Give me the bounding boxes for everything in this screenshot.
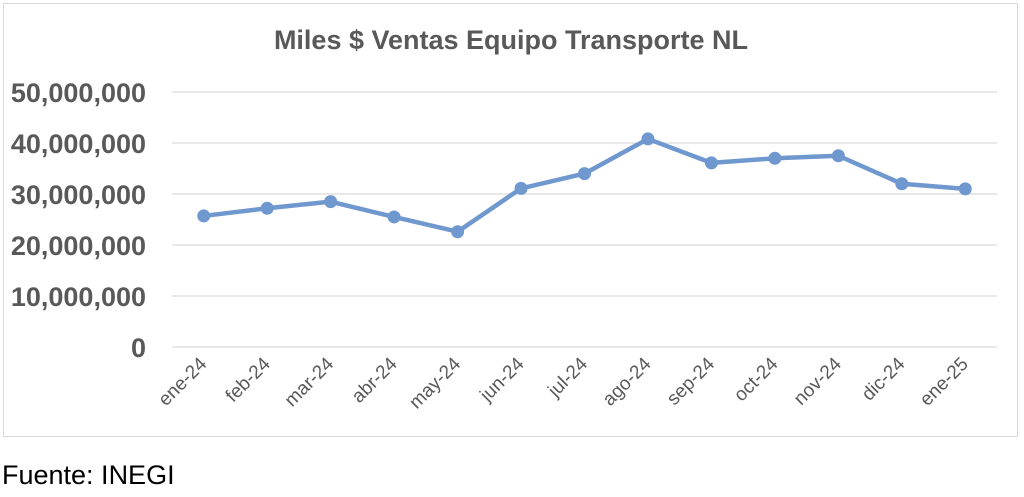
data-point (831, 149, 845, 163)
data-point (260, 201, 274, 215)
y-axis-tick-labels: 0 10,000,000 20,000,000 30,000,000 40,000,00… (11, 78, 146, 363)
data-point (451, 225, 465, 239)
series-line-path (201, 136, 968, 234)
y-tick-label: 10,000,000 (11, 282, 146, 312)
chart-title: Miles $ Ventas Equipo Transporte NL (274, 25, 748, 55)
data-point (324, 195, 338, 209)
y-tick-label: 30,000,000 (11, 180, 146, 210)
x-tick-label: may-24 (405, 353, 465, 413)
x-tick-label: jun-24 (476, 353, 529, 406)
x-tick-label: feb-24 (222, 353, 275, 406)
data-point (895, 177, 909, 191)
data-point (514, 181, 528, 195)
series-line (197, 132, 972, 239)
x-axis-tick-labels: ene-24 feb-24 mar-24 abr-24 may-24 jun-24 jul-… (155, 353, 973, 413)
x-tick-label: nov-24 (790, 353, 846, 409)
x-tick-label: oct-24 (730, 353, 782, 405)
source-note: Fuente: INEGI (2, 460, 175, 490)
y-tick-label: 50,000,000 (11, 78, 146, 108)
data-point (641, 132, 655, 146)
x-tick-label: ene-25 (916, 354, 973, 411)
x-tick-label: mar-24 (281, 353, 339, 411)
x-tick-label: ene-24 (155, 353, 212, 410)
gridlines (172, 91, 997, 348)
y-tick-label: 0 (131, 333, 146, 363)
data-point (578, 167, 591, 181)
data-point (704, 156, 718, 170)
x-tick-label: abr-24 (348, 353, 402, 407)
x-tick-label: sep-24 (663, 353, 719, 409)
data-point (197, 209, 211, 223)
y-tick-label: 20,000,000 (11, 231, 146, 261)
data-point (387, 210, 401, 224)
data-point (768, 151, 782, 165)
x-tick-label: jul-24 (544, 353, 593, 402)
data-point (958, 182, 972, 196)
x-tick-label: ago-24 (599, 353, 656, 410)
y-tick-label: 40,000,000 (11, 129, 146, 159)
chart-area (3, 3, 1018, 437)
x-tick-label: dic-24 (858, 353, 910, 405)
